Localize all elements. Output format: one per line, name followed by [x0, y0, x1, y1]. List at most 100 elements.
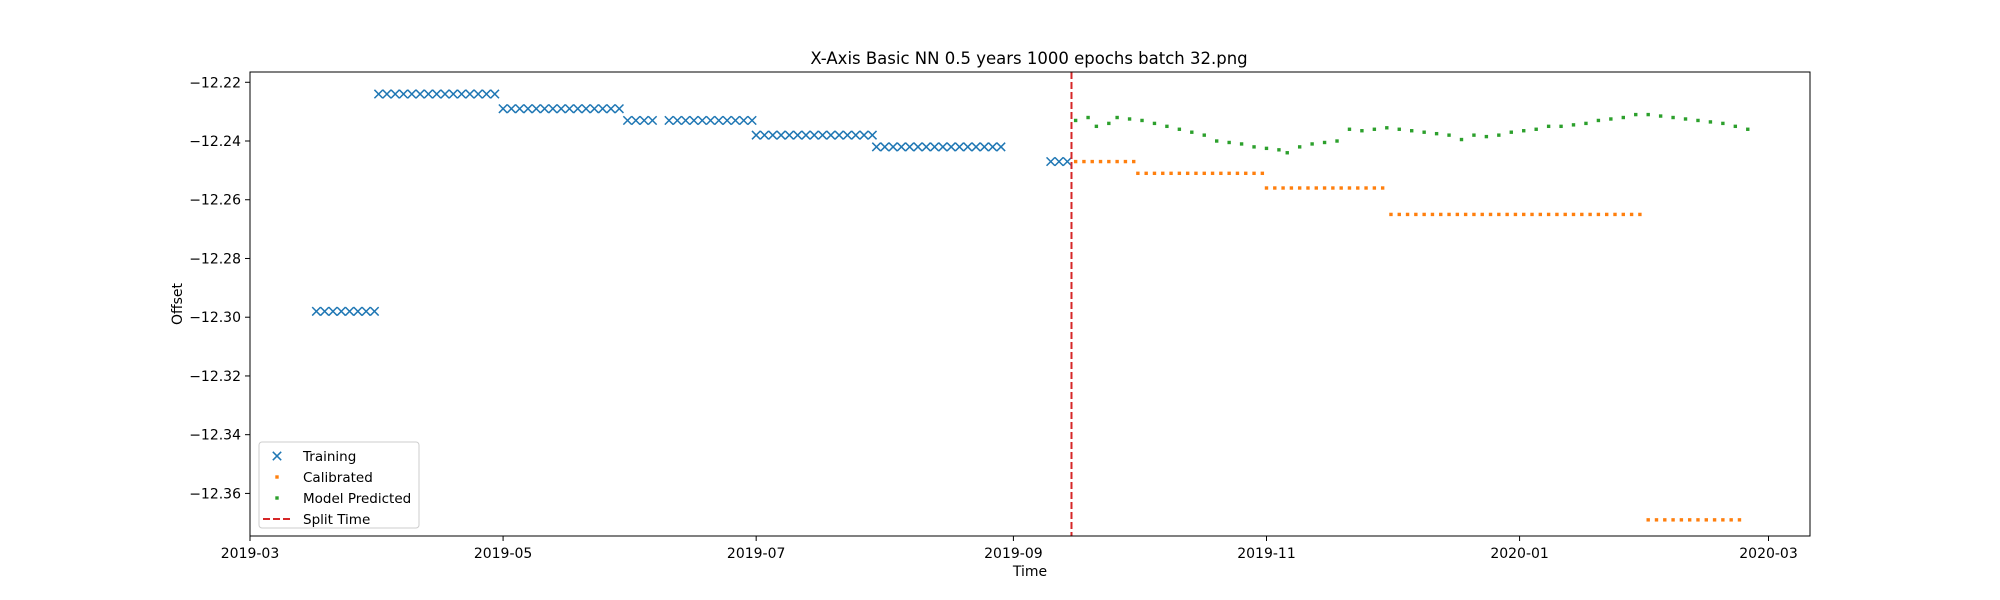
training-point [473, 89, 483, 99]
y-tick-label: −12.28 [189, 251, 241, 267]
training-point [481, 89, 492, 99]
series-calibrated [1073, 159, 1742, 522]
calibrated-point [1646, 518, 1650, 522]
training-point [498, 103, 508, 114]
y-tick-label: −12.24 [189, 134, 241, 150]
model-predicted-point [1165, 124, 1169, 129]
training-point [514, 103, 525, 114]
calibrated-point [1161, 171, 1165, 176]
plot-marks [311, 72, 1750, 536]
model-predicted-point [1335, 139, 1339, 143]
model-predicted-point [1127, 117, 1132, 121]
training-point [490, 89, 500, 99]
training-point [809, 130, 819, 140]
model-predicted-point [1372, 127, 1377, 131]
model-predicted-point [1422, 130, 1426, 134]
training-point [1046, 156, 1056, 167]
training-point [369, 306, 380, 317]
training-point [622, 115, 633, 126]
series-training [311, 89, 1073, 317]
training-point [963, 142, 973, 152]
legend-label-training: Training [302, 449, 356, 465]
calibrated-point [1260, 171, 1265, 176]
training-point [896, 142, 907, 152]
training-point [689, 115, 699, 126]
calibrated-point [1289, 186, 1294, 190]
calibrated-point [1389, 212, 1393, 217]
model-predicted-point [1522, 129, 1526, 133]
legend-handle-calibrated [275, 475, 279, 479]
calibrated-point [1721, 518, 1725, 522]
model-predicted-point [1264, 146, 1269, 151]
training-point [564, 103, 575, 114]
training-point [606, 103, 616, 114]
model-predicted-point [1322, 140, 1327, 145]
calibrated-point [1306, 186, 1310, 190]
training-point [738, 115, 749, 126]
calibrated-point [1712, 518, 1717, 522]
training-point [664, 115, 674, 126]
x-tick-label: 2019-09 [984, 546, 1043, 562]
training-point [722, 115, 732, 126]
calibrated-point [1098, 159, 1103, 164]
model-predicted-point [1546, 124, 1551, 129]
model-predicted-point [1721, 121, 1725, 126]
calibrated-point [1314, 186, 1318, 190]
calibrated-point [1136, 171, 1140, 176]
training-point [867, 130, 878, 140]
model-predicted-point [1509, 130, 1513, 134]
training-point [456, 89, 467, 99]
legend-handle-model-predicted [275, 496, 279, 500]
calibrated-point [1210, 171, 1215, 176]
calibrated-point [1663, 518, 1667, 522]
calibrated-point [1252, 171, 1256, 176]
x-tick-label: 2019-03 [221, 546, 280, 562]
calibrated-point [1194, 171, 1198, 176]
training-point [871, 142, 882, 152]
calibrated-point [1455, 212, 1460, 217]
training-point [971, 142, 981, 152]
training-point [826, 130, 836, 140]
training-point [851, 130, 861, 140]
model-predicted-point [1646, 112, 1650, 117]
model-predicted-point [1708, 120, 1713, 124]
training-point [448, 89, 459, 99]
model-predicted-point [1277, 148, 1281, 152]
model-predicted-point [1584, 121, 1588, 126]
calibrated-point [1480, 212, 1484, 217]
y-tick-label: −12.30 [189, 310, 241, 326]
model-predicted-point [1596, 118, 1601, 123]
calibrated-point [1571, 212, 1576, 217]
calibrated-point [1422, 212, 1426, 217]
chart-title: X-Axis Basic NN 0.5 years 1000 epochs ba… [810, 49, 1247, 68]
training-point [390, 89, 400, 99]
calibrated-point [1530, 212, 1534, 217]
y-tick-label: −12.22 [189, 75, 241, 91]
calibrated-point [1588, 212, 1592, 217]
training-point [523, 103, 533, 114]
y-tick-label: −12.26 [189, 193, 241, 209]
calibrated-point [1522, 212, 1526, 217]
training-point [801, 130, 811, 140]
training-point [589, 103, 600, 114]
calibrated-point [1244, 171, 1248, 176]
training-point [680, 115, 691, 126]
calibrated-point [1563, 212, 1567, 217]
model-predicted-point [1410, 129, 1414, 133]
training-point [904, 142, 915, 152]
calibrated-point [1505, 212, 1509, 217]
training-point [1054, 156, 1064, 167]
model-predicted-point [1227, 140, 1231, 145]
training-point [784, 130, 795, 140]
calibrated-point [1488, 212, 1493, 217]
training-point [834, 130, 844, 140]
y-tick-label: −12.32 [189, 369, 241, 385]
calibrated-point [1737, 518, 1742, 522]
calibrated-point [1629, 212, 1634, 217]
calibrated-point [1513, 212, 1518, 217]
model-predicted-point [1497, 133, 1501, 137]
x-tick-label: 2019-07 [727, 546, 786, 562]
training-point [979, 142, 990, 152]
training-point [597, 103, 608, 114]
training-point [792, 130, 803, 140]
